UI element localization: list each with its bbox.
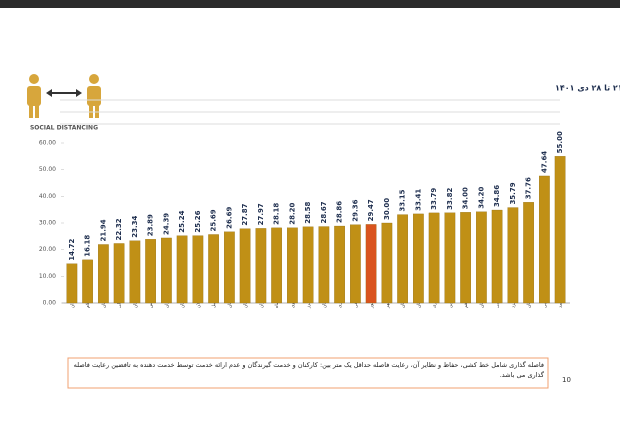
bar [554,156,566,304]
bar [239,228,251,304]
bar [129,240,141,304]
bar [145,239,156,304]
bar [224,231,235,304]
bar [365,224,377,304]
bar [255,228,267,304]
value-label: 28.18 [273,203,281,225]
bar [98,244,109,304]
page-number: 10 [562,376,571,384]
value-label: 34.20 [477,187,485,209]
value-label: 27.97 [257,203,265,225]
value-label: 33.41 [414,189,422,211]
value-label: 16.18 [84,235,92,257]
x-tick-label: قم [464,303,469,308]
x-tick-label: یزد [511,302,516,308]
value-label: 28.67 [320,201,328,223]
bar [381,222,393,304]
value-label: 37.76 [525,177,533,199]
y-tick-label: 0.00 [43,300,57,307]
value-label: 28.20 [288,203,296,225]
top-bar [0,0,620,8]
value-label: 25.26 [194,210,202,232]
logo-text: SOCIAL DISTANCING [30,125,98,132]
value-label: 33.15 [399,189,407,211]
value-label: 23.34 [131,215,139,237]
y-tick-label: 20.00 [39,246,56,253]
bar [318,226,330,304]
decor-lines [60,99,560,125]
bar [428,212,440,304]
bar [539,175,550,304]
bar [350,224,361,304]
bar [271,227,282,304]
bar [66,263,78,304]
value-label: 34.86 [493,185,501,207]
bar [397,214,408,304]
value-label: 25.69 [210,209,218,231]
value-label: 34.00 [462,187,470,209]
value-label: 28.86 [336,201,344,223]
bar [507,207,519,304]
bar [176,235,188,304]
y-tick-label: 60.00 [39,140,56,147]
y-tick-label: 30.00 [39,220,56,227]
x-tick-label: البرز [307,299,312,309]
value-label: 29.36 [351,199,359,221]
value-label: 33.82 [446,188,454,210]
bar [444,212,456,304]
value-label: 30.00 [383,198,391,220]
note-box [67,357,549,389]
bar [161,237,172,304]
bar [491,209,503,304]
bar [413,213,424,304]
bar [334,225,345,304]
x-tick-label: ایلام [86,300,91,308]
value-label: 47.64 [540,151,548,173]
value-label: 23.89 [147,214,155,236]
value-label: 26.69 [225,207,233,229]
bar [476,211,487,304]
value-label: 25.24 [178,210,186,232]
bar [460,212,471,304]
bar [113,243,125,304]
value-label: 21.94 [99,219,107,241]
value-label: 22.32 [115,218,123,240]
bar [192,235,204,304]
bar [302,226,314,304]
y-tick-label: 40.00 [39,193,56,200]
bar [208,234,219,304]
y-tick-label: 50.00 [39,166,56,173]
logo [27,74,101,118]
note: فاصله گذاری شامل خط کشی، حفاظ و نظایر آن… [73,361,544,379]
value-label: 33.79 [430,188,438,210]
value-label: 28.58 [304,202,312,224]
bar [82,259,93,304]
bar [523,202,534,304]
value-label: 35.79 [509,182,517,204]
value-label: 27.87 [241,203,249,225]
value-label: 24.39 [162,213,170,235]
value-label: 14.72 [68,238,76,260]
note-container: فاصله گذاری شامل خط کشی، حفاظ و نظایر آن… [73,361,544,379]
bar [287,227,298,304]
value-label: 55.00 [556,131,564,153]
chart-title: درصد موارد رعایت دستورالعمل فاصله گذاری … [555,83,620,93]
value-label: 29.47 [367,199,375,221]
y-tick-label: 10.00 [39,273,56,280]
